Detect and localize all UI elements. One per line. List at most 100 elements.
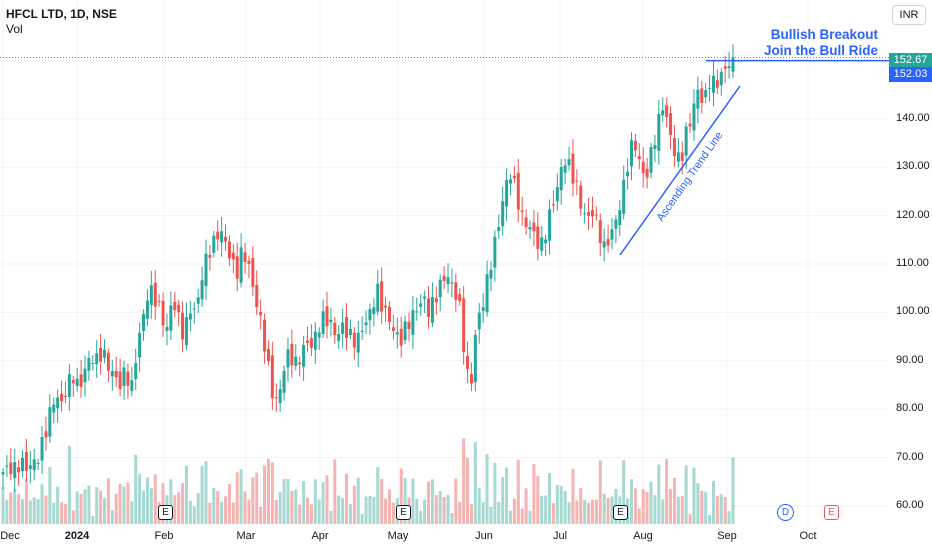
volume-bar (583, 499, 587, 524)
candle-body (598, 220, 602, 244)
candle-body (672, 137, 676, 157)
volume-bar (294, 489, 298, 524)
volume-bar (555, 484, 559, 524)
volume-bar (263, 465, 267, 524)
volume-bar (239, 469, 243, 524)
volume-bar (567, 502, 571, 524)
chart-header: HFCL LTD, 1D, NSE Vol (6, 7, 117, 37)
volume-bar (497, 501, 501, 524)
candle-body (364, 322, 368, 326)
candle-body (200, 280, 204, 300)
volume-bar (60, 502, 64, 524)
candle-body (52, 404, 56, 413)
candle-body (704, 90, 708, 98)
candle-body (434, 298, 438, 303)
earnings-marker[interactable]: E (613, 505, 628, 520)
candle-body (505, 180, 509, 207)
volume-bar (450, 512, 454, 524)
candle-body (442, 275, 446, 281)
symbol-title[interactable]: HFCL LTD, 1D, NSE (6, 7, 117, 21)
candle-body (5, 465, 9, 467)
time-tick-label: Apr (311, 530, 329, 542)
earnings-marker[interactable]: E (158, 505, 173, 520)
volume-bar (454, 478, 458, 524)
candle-body (575, 180, 579, 182)
candle-body (177, 304, 181, 313)
candle-body (208, 254, 212, 258)
volume-bars (1, 438, 735, 524)
volume-bar (493, 463, 497, 524)
candle-body (270, 355, 274, 398)
volume-bar (345, 473, 349, 524)
volume-bar (161, 483, 165, 524)
volume-bar (224, 496, 228, 524)
volume-bar (719, 494, 723, 524)
time-tick-label: May (387, 530, 409, 542)
candle-body (224, 236, 228, 242)
volume-bar (196, 493, 200, 524)
volume-bar (255, 472, 259, 524)
candle-body (419, 303, 423, 307)
candle-body (653, 145, 657, 149)
volume-bar (653, 495, 657, 524)
candle-body (540, 237, 544, 251)
candle-body (551, 204, 555, 206)
volume-bar (520, 508, 524, 524)
last-price-badge: 152.67 (889, 53, 932, 68)
candle-body (79, 374, 83, 388)
candle-body (583, 213, 587, 215)
candle-body (145, 300, 149, 319)
earnings-marker[interactable]: E (396, 505, 411, 520)
candle-body (661, 110, 665, 116)
candle-body (466, 356, 470, 370)
candle-body (415, 311, 419, 313)
time-tick-label: Mar (236, 530, 256, 542)
candle-body (110, 371, 114, 377)
candle-body (40, 436, 44, 461)
candle-body (337, 334, 341, 341)
candle-body (63, 395, 67, 397)
chart-overlay: Ascending Trend Line (0, 56, 889, 256)
volume-bar (384, 498, 388, 524)
candle-body (532, 222, 536, 232)
volume-bar (590, 499, 594, 524)
currency-button[interactable]: INR (892, 5, 926, 25)
volume-bar (24, 478, 28, 524)
volume-bar (571, 468, 575, 524)
candle-body (71, 379, 75, 384)
volume-bar (356, 477, 360, 524)
volume-bar (696, 483, 700, 524)
candle-body (536, 226, 540, 249)
volume-bar (587, 502, 591, 524)
candle-body (56, 397, 60, 409)
volume-bar (551, 503, 555, 524)
price-tick-label: 100.00 (896, 305, 930, 318)
volume-bar (184, 465, 188, 524)
candle-body (684, 126, 688, 156)
dividend-marker[interactable]: D (777, 504, 794, 521)
candle-body (243, 252, 247, 262)
candle-body (259, 311, 263, 316)
candle-body (126, 371, 130, 386)
volume-bar (192, 506, 196, 524)
candle-body (282, 370, 286, 393)
candle-body (75, 378, 79, 386)
candle-body (294, 356, 298, 366)
breakout-annotation[interactable]: Bullish Breakout Join the Bull Ride (764, 27, 878, 59)
volume-bar (91, 515, 95, 524)
volume-bar (649, 481, 653, 524)
volume-bar (36, 499, 40, 524)
candle-body (274, 397, 278, 399)
candle-body (28, 465, 32, 470)
volume-bar (505, 467, 509, 524)
ascending-trend-line (619, 85, 741, 256)
candle-body (251, 258, 255, 287)
candle-body (438, 279, 442, 298)
candle-body (173, 301, 177, 311)
candle-body (95, 353, 99, 365)
volume-bar (380, 479, 384, 524)
upcoming-earnings-marker[interactable]: E (824, 505, 839, 520)
volume-bar (508, 510, 512, 524)
volume-legend[interactable]: Vol (6, 22, 23, 36)
volume-bar (102, 497, 106, 524)
